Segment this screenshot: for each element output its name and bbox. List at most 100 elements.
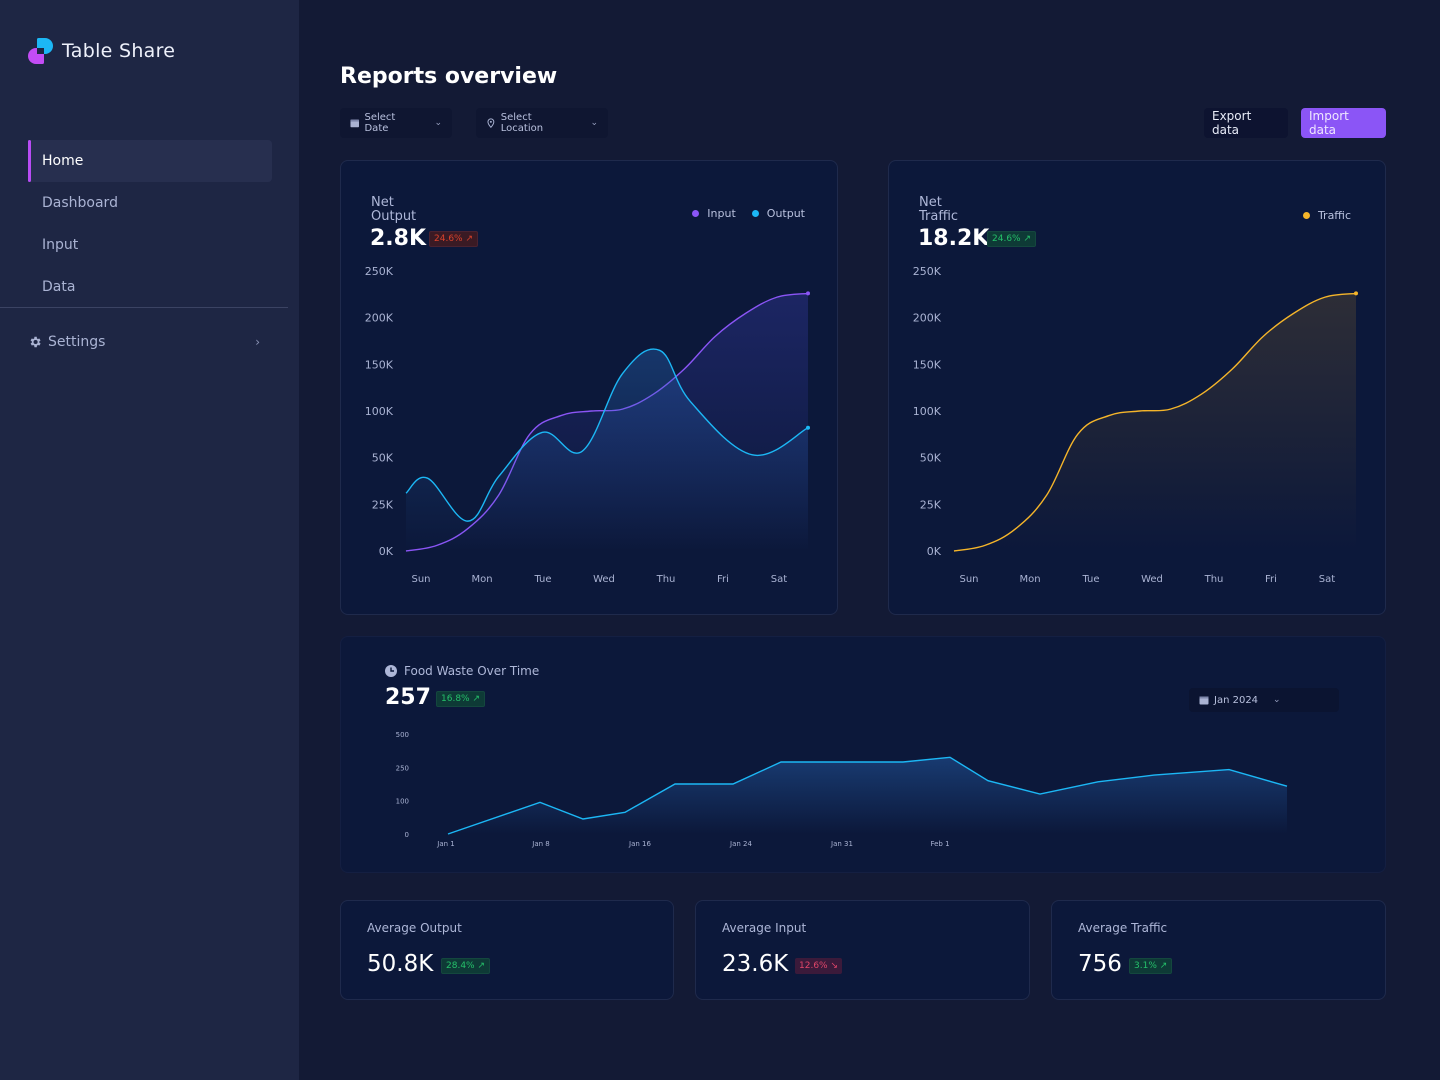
- chevron-right-icon: ›: [255, 335, 260, 349]
- series-line-food-waste[interactable]: [447, 756, 1288, 835]
- stat-label: Average Input: [722, 921, 807, 935]
- stat-change-badge: 12.6% ↘: [795, 958, 842, 974]
- series-area-traffic: [954, 293, 1356, 551]
- chevron-down-icon: ⌄: [1273, 695, 1281, 705]
- export-data-button[interactable]: Export data: [1204, 108, 1288, 138]
- x-tick-label: Wed: [593, 574, 615, 585]
- net-output-legend: Input Output: [692, 207, 805, 220]
- x-tick-label: Jan 16: [628, 840, 651, 848]
- x-tick-label: Jan 31: [830, 840, 853, 848]
- x-tick-label: Thu: [656, 574, 676, 585]
- x-tick-label: Wed: [1141, 574, 1163, 585]
- x-tick-label: Tue: [533, 574, 551, 585]
- page-title: Reports overview: [340, 64, 558, 89]
- legend-label: Input: [707, 207, 736, 220]
- sidebar-item-settings[interactable]: Settings ›: [28, 334, 260, 350]
- net-output-chart: 0K 25K 50K 100K 150K 200K 250K Sun Mon Tue Wed Thu F…: [365, 265, 810, 585]
- sidebar-item-input[interactable]: Input: [28, 224, 272, 266]
- location-select-label: Select Location: [500, 112, 544, 134]
- x-tick-label: Jan 8: [531, 840, 549, 848]
- stat-value: 756: [1078, 951, 1122, 977]
- y-tick-label: 200K: [365, 312, 394, 325]
- date-select[interactable]: Select Date ⌄: [340, 108, 452, 138]
- net-traffic-chart: 0K 25K 50K 100K 150K 200K 250K Sun Mon Tue Wed Thu F…: [913, 265, 1358, 585]
- calendar-icon: [1199, 696, 1209, 705]
- y-tick-label: 250K: [365, 265, 394, 278]
- series-area-output: [406, 349, 808, 551]
- food-waste-value: 257: [385, 685, 431, 710]
- title-line: Net: [919, 195, 942, 210]
- stat-label: Average Traffic: [1078, 921, 1168, 935]
- x-tick-label: Sun: [959, 574, 978, 585]
- title-line: Net: [371, 195, 394, 210]
- title-line: Output: [371, 209, 417, 224]
- series-line-output[interactable]: [405, 348, 809, 522]
- logo-icon: [28, 38, 54, 64]
- sidebar-item-dashboard[interactable]: Dashboard: [28, 182, 272, 224]
- y-tick-label: 0K: [379, 545, 394, 558]
- y-tick-label: 500: [396, 731, 409, 739]
- legend-item-traffic[interactable]: Traffic: [1302, 209, 1351, 222]
- y-tick-label: 25K: [372, 498, 394, 511]
- y-tick-label: 150K: [913, 358, 942, 371]
- legend-dot: [692, 210, 700, 217]
- app-logo[interactable]: Table Share: [28, 38, 175, 64]
- x-tick-label: Sat: [1319, 574, 1335, 585]
- stat-change-badge: 3.1% ↗: [1129, 958, 1173, 974]
- y-tick-label: 250K: [913, 265, 942, 278]
- net-output-card: Net Output 2.8K 24.6% ↗ Input Output 0K 2…: [340, 160, 838, 615]
- y-tick-label: 200K: [913, 312, 942, 325]
- food-waste-card: Food Waste Over Time 257 16.8% ↗ Jan 202…: [340, 636, 1386, 873]
- chevron-down-icon: ⌄: [590, 118, 598, 128]
- x-tick-label: Jan 1: [436, 840, 454, 848]
- stat-label: Average Output: [367, 921, 462, 935]
- sidebar-item-data[interactable]: Data: [28, 266, 272, 308]
- clock-icon: [385, 665, 397, 677]
- legend-label: Traffic: [1317, 209, 1351, 222]
- food-waste-title: Food Waste Over Time: [404, 664, 540, 678]
- period-select-label: Jan 2024: [1214, 694, 1259, 706]
- net-output-value: 2.8K: [370, 226, 427, 251]
- stat-card-average-traffic: Average Traffic 756 3.1% ↗: [1051, 900, 1386, 1000]
- net-output-change-badge: 24.6% ↗: [429, 231, 478, 247]
- stat-value: 23.6K: [722, 951, 789, 977]
- period-select[interactable]: Jan 2024 ⌄: [1189, 688, 1339, 712]
- y-tick-label: 0: [405, 831, 409, 839]
- settings-label: Settings: [48, 334, 106, 350]
- y-tick-label: 50K: [920, 452, 942, 465]
- sidebar-item-home[interactable]: Home: [28, 140, 272, 182]
- sidebar-nav: Home Dashboard Input Data: [28, 140, 272, 308]
- x-tick-label: Jan 24: [729, 840, 752, 848]
- x-tick-label: Mon: [1019, 574, 1040, 585]
- stat-card-average-input: Average Input 23.6K 12.6% ↘: [695, 900, 1030, 1000]
- y-tick-label: 0K: [927, 545, 942, 558]
- title-line: Traffic: [919, 209, 959, 224]
- legend-item-output[interactable]: Output: [751, 207, 805, 220]
- location-select[interactable]: Select Location ⌄: [476, 108, 608, 138]
- series-end-point[interactable]: [806, 425, 810, 430]
- stat-value: 50.8K: [367, 951, 434, 977]
- series-line-traffic[interactable]: [953, 292, 1357, 552]
- net-output-title: Net Output: [371, 196, 416, 224]
- import-data-button[interactable]: Import data: [1301, 108, 1386, 138]
- x-tick-label: Sun: [411, 574, 430, 585]
- x-tick-label: Sat: [771, 574, 787, 585]
- gear-icon: [30, 336, 41, 348]
- location-pin-icon: [487, 118, 495, 128]
- series-end-point[interactable]: [806, 291, 810, 296]
- chevron-down-icon: ⌄: [434, 118, 442, 128]
- x-tick-label: Fri: [1265, 574, 1277, 585]
- legend-item-input[interactable]: Input: [692, 207, 736, 220]
- y-tick-label: 100K: [365, 405, 394, 418]
- x-tick-label: Mon: [471, 574, 492, 585]
- app-name: Table Share: [62, 40, 176, 62]
- legend-dot: [751, 210, 759, 217]
- y-tick-label: 25K: [920, 498, 942, 511]
- y-tick-label: 250: [396, 764, 409, 772]
- x-tick-label: Fri: [717, 574, 729, 585]
- x-tick-label: Thu: [1204, 574, 1224, 585]
- sidebar-divider: [0, 307, 288, 308]
- y-tick-label: 100K: [913, 405, 942, 418]
- series-end-point[interactable]: [1354, 291, 1358, 296]
- sidebar-item-label: Home: [42, 153, 84, 169]
